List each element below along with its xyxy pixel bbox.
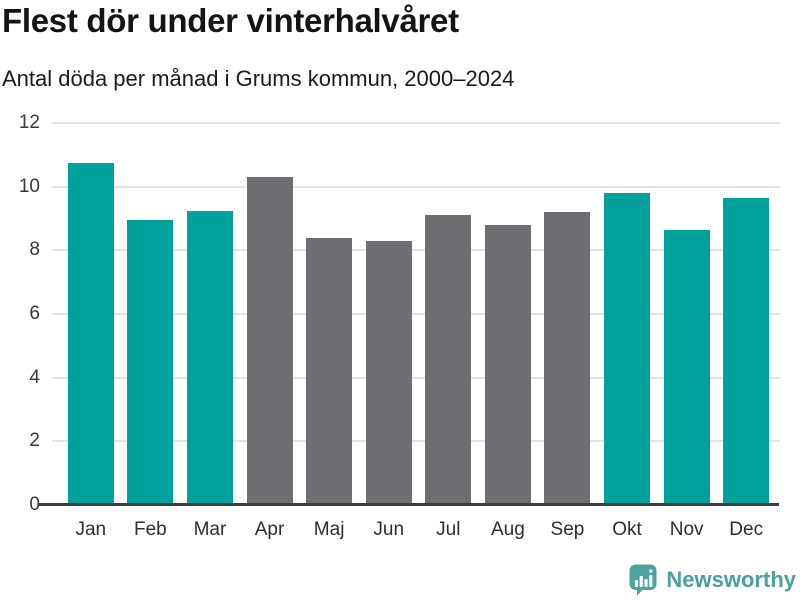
bar-apr [246, 177, 293, 505]
bar-nov [663, 229, 710, 505]
plot-area: 0 2 4 6 8 10 12 Jan Feb Mar Apr Maj Jun Jul Aug Sep Okt N… [19, 112, 780, 540]
bar-jul [425, 215, 472, 505]
x-tick-label-jul: Jul [436, 519, 461, 540]
bar-feb [127, 220, 174, 505]
bar-jun [365, 240, 412, 505]
x-tick-label-dec: Dec [729, 519, 764, 540]
gridline-10 [52, 185, 780, 188]
bar-jan [67, 162, 114, 505]
y-tick-label-2: 2 [29, 430, 40, 452]
gridline-2 [52, 440, 780, 443]
bar-sep [544, 212, 591, 505]
y-tick-label-6: 6 [29, 303, 40, 324]
bar-maj [306, 237, 353, 505]
x-tick-label-okt: Okt [612, 519, 642, 540]
y-tick-label-12: 12 [18, 112, 40, 133]
newsworthy-logo-icon [629, 564, 657, 596]
gridline-12 [52, 122, 780, 124]
x-tick-label-jun: Jun [373, 519, 405, 540]
y-tick-label-8: 8 [29, 239, 40, 261]
x-tick-label-feb: Feb [133, 519, 167, 540]
x-axis-line [38, 503, 779, 506]
y-tick-label-0: 0 [29, 494, 40, 515]
bar-aug [484, 224, 531, 505]
x-tick-label-aug: Aug [490, 519, 525, 540]
x-tick-label-jan: Jan [75, 519, 107, 540]
chart-subtitle: Antal döda per månad i Grums kommun, 200… [2, 66, 515, 91]
chart-title: Flest dör under vinterhalvåret [2, 2, 459, 39]
x-tick-label-nov: Nov [669, 519, 704, 540]
gridline-4 [52, 376, 780, 379]
y-tick-label-4: 4 [29, 366, 40, 388]
bar-okt [604, 193, 651, 505]
x-tick-label-apr: Apr [254, 519, 285, 540]
gridline-6 [52, 313, 780, 315]
bar-mar [186, 210, 233, 505]
branding: Newsworthy [629, 564, 796, 596]
gridline-8 [52, 249, 780, 252]
bar-dec [723, 197, 770, 505]
x-tick-label-mar: Mar [193, 519, 227, 540]
branding-text: Newsworthy [666, 567, 796, 592]
x-tick-label-sep: Sep [550, 519, 585, 540]
y-tick-label-10: 10 [18, 175, 40, 197]
x-tick-label-maj: Maj [313, 519, 345, 540]
